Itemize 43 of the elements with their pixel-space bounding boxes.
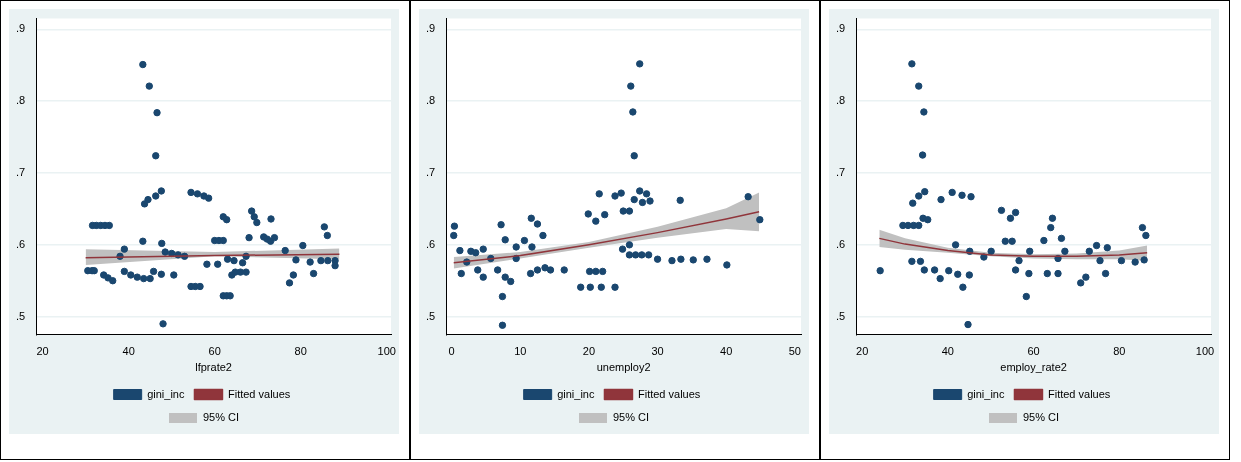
x-tick-label: 60 bbox=[1027, 345, 1040, 358]
y-tick-label: .9 bbox=[835, 22, 846, 35]
x-tick-label: 100 bbox=[1195, 345, 1215, 358]
x-tick-label: 80 bbox=[1113, 345, 1126, 358]
legend-label: Fitted values bbox=[1047, 387, 1111, 400]
legend-label: Fitted values bbox=[227, 387, 291, 400]
text: 95% CI bbox=[612, 411, 650, 423]
legend-label: gini_inc bbox=[967, 387, 1005, 400]
y-tick-label: .8 bbox=[425, 94, 436, 107]
x-tick-label: 100 bbox=[377, 345, 396, 358]
y-tick-label: .8 bbox=[15, 94, 26, 107]
x-tick-label: 50 bbox=[788, 345, 801, 358]
legend-label: Fitted values bbox=[637, 387, 701, 400]
y-tick-label: .9 bbox=[15, 22, 26, 35]
y-tick-label: .7 bbox=[835, 166, 846, 179]
x-tick-label: 20 bbox=[36, 345, 49, 358]
y-tick-label: .9 bbox=[425, 22, 436, 35]
legend-label: gini_inc bbox=[147, 387, 185, 400]
x-tick-label: 80 bbox=[294, 345, 307, 358]
x-axis-title: employ_rate2 bbox=[1000, 361, 1067, 374]
y-tick-label: .6 bbox=[835, 237, 846, 250]
x-tick-label: 0 bbox=[448, 345, 455, 358]
x-tick-label: 40 bbox=[122, 345, 135, 358]
x-tick-label: 20 bbox=[856, 345, 869, 358]
y-tick-label: .6 bbox=[15, 237, 26, 250]
y-tick-label: .6 bbox=[425, 237, 436, 250]
x-axis-title: unemploy2 bbox=[596, 361, 651, 374]
x-tick-label: 40 bbox=[941, 345, 955, 358]
y-tick-label: .5 bbox=[835, 309, 846, 322]
x-axis-title: lfprate2 bbox=[195, 361, 232, 374]
y-tick-label: .5 bbox=[425, 309, 436, 322]
x-tick-label: 20 bbox=[582, 345, 596, 358]
x-tick-label: 10 bbox=[514, 345, 527, 358]
y-tick-label: .8 bbox=[835, 94, 846, 107]
text: 95% CI bbox=[202, 411, 240, 423]
legend-label: gini_inc bbox=[557, 387, 595, 400]
x-tick-label: 30 bbox=[651, 345, 664, 358]
y-tick-label: .7 bbox=[15, 166, 26, 179]
x-tick-label: 40 bbox=[720, 345, 733, 358]
y-tick-label: .7 bbox=[425, 166, 436, 179]
text: 95% CI bbox=[1022, 411, 1060, 423]
y-tick-label: .5 bbox=[15, 309, 26, 322]
x-tick-label: 60 bbox=[208, 345, 221, 358]
